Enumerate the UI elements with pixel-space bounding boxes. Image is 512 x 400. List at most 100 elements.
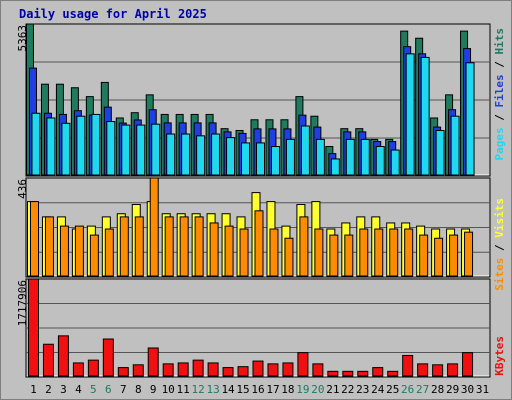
x-tick-label-day-2: 2 — [45, 383, 52, 396]
bar-pages-day-24 — [375, 146, 385, 176]
x-tick-label-day-19: 19 — [296, 383, 309, 396]
bar-sites-day-25 — [389, 228, 399, 277]
x-tick-label-day-16: 16 — [251, 383, 264, 396]
x-tick-label-day-25: 25 — [386, 383, 399, 396]
bar-kbytes-day-1 — [27, 278, 39, 377]
legend-sites-visits-part: Visits — [493, 198, 506, 244]
bar-sites-day-20 — [314, 228, 324, 277]
bar-sites-day-7 — [119, 216, 129, 277]
x-tick-label-day-1: 1 — [30, 383, 37, 396]
bar-kbytes-day-30 — [462, 352, 474, 377]
bar-sites-day-24 — [374, 228, 384, 277]
bar-pages-day-2 — [46, 117, 56, 176]
x-tick-label-day-24: 24 — [371, 383, 385, 396]
bar-sites-day-17 — [269, 228, 279, 277]
bar-pages-day-25 — [390, 149, 400, 176]
bar-pages-day-30 — [465, 62, 475, 176]
x-tick-label-day-17: 17 — [266, 383, 279, 396]
top-ymax-label: 5363 — [16, 25, 29, 52]
legend-pages-files-hits-part: / — [493, 61, 506, 75]
x-tick-label-day-26: 26 — [401, 383, 414, 396]
bar-sites-day-18 — [284, 237, 294, 277]
x-tick-label-day-9: 9 — [150, 383, 157, 396]
x-tick-label-day-14: 14 — [221, 383, 235, 396]
bar-pages-day-26 — [405, 53, 415, 176]
x-tick-label-day-7: 7 — [120, 383, 127, 396]
bar-kbytes-day-4 — [72, 362, 84, 377]
bar-sites-day-23 — [359, 228, 369, 277]
legend-pages-files-hits-part: Hits — [493, 28, 506, 61]
bar-kbytes-day-12 — [192, 359, 204, 377]
legend-sites-visits-part: Sites — [493, 258, 506, 291]
bar-sites-day-8 — [134, 216, 144, 277]
bar-sites-day-13 — [209, 222, 219, 277]
x-tick-label-day-15: 15 — [236, 383, 249, 396]
bar-kbytes-day-28 — [432, 364, 444, 377]
bar-kbytes-day-5 — [87, 359, 99, 377]
bar-kbytes-day-6 — [102, 338, 114, 377]
legend-pages-files-hits: Pages / Files / Hits — [493, 28, 506, 161]
bar-pages-day-17 — [270, 146, 280, 176]
bar-kbytes-day-29 — [447, 363, 459, 377]
bar-pages-day-7 — [121, 124, 131, 176]
bar-sites-day-4 — [74, 225, 84, 277]
bar-kbytes-day-8 — [132, 364, 144, 377]
middle-ymax-label: 436 — [16, 179, 29, 199]
bar-kbytes-day-24 — [372, 367, 384, 377]
x-tick-label-day-6: 6 — [105, 383, 112, 396]
bar-sites-day-21 — [329, 234, 339, 277]
bar-sites-day-26 — [404, 228, 414, 277]
bar-sites-day-28 — [434, 237, 444, 277]
chart-title: Daily usage for April 2025 — [19, 7, 207, 21]
bar-sites-day-6 — [104, 228, 114, 277]
bar-sites-day-10 — [164, 216, 174, 277]
bar-kbytes-day-20 — [312, 363, 324, 377]
x-tick-label-day-4: 4 — [75, 383, 82, 396]
x-tick-label-day-5: 5 — [90, 383, 97, 396]
bar-kbytes-day-14 — [222, 367, 234, 377]
x-tick-label-day-28: 28 — [431, 383, 444, 396]
bar-sites-day-2 — [44, 216, 54, 277]
x-tick-label-day-30: 30 — [461, 383, 474, 396]
x-tick-label-day-11: 11 — [177, 383, 190, 396]
x-tick-label-day-31: 31 — [476, 383, 489, 396]
x-tick-label-day-13: 13 — [206, 383, 219, 396]
bar-pages-day-29 — [450, 115, 460, 176]
bar-sites-day-5 — [89, 234, 99, 277]
bar-pages-day-23 — [360, 138, 370, 176]
bar-pages-day-22 — [345, 138, 355, 176]
x-tick-label-day-20: 20 — [311, 383, 324, 396]
bar-kbytes-day-7 — [117, 367, 129, 377]
bar-sites-day-11 — [179, 216, 189, 277]
bar-kbytes-day-2 — [42, 343, 54, 377]
legend-kbytes-part: KBytes — [493, 336, 506, 376]
legend-pages-files-hits-part: Pages — [493, 127, 506, 160]
bar-kbytes-day-21 — [327, 370, 339, 377]
bar-sites-day-12 — [194, 216, 204, 277]
x-tick-label-day-18: 18 — [281, 383, 294, 396]
bar-pages-day-18 — [285, 138, 295, 176]
x-tick-label-day-23: 23 — [356, 383, 369, 396]
bar-pages-day-19 — [300, 125, 310, 176]
bar-pages-day-8 — [136, 124, 146, 176]
bar-kbytes-day-10 — [162, 363, 174, 377]
bar-sites-day-19 — [299, 216, 309, 277]
bar-sites-day-27 — [419, 234, 429, 277]
bar-kbytes-day-13 — [207, 362, 219, 377]
bar-pages-day-27 — [420, 56, 430, 176]
bar-pages-day-14 — [226, 137, 236, 176]
bar-kbytes-day-27 — [417, 363, 429, 377]
bar-pages-day-10 — [166, 133, 176, 176]
legend-sites-visits-part: / — [493, 244, 506, 258]
x-tick-label-day-8: 8 — [135, 383, 142, 396]
legend-sites-visits: Sites / Visits — [493, 198, 506, 291]
bar-pages-day-4 — [76, 115, 86, 176]
bar-kbytes-day-3 — [57, 335, 69, 377]
bar-pages-day-11 — [181, 133, 191, 176]
bar-kbytes-day-15 — [237, 366, 249, 377]
bar-pages-day-1 — [31, 112, 41, 176]
bar-kbytes-day-18 — [282, 362, 294, 377]
x-tick-label-day-12: 12 — [192, 383, 205, 396]
bar-sites-day-16 — [254, 210, 264, 277]
